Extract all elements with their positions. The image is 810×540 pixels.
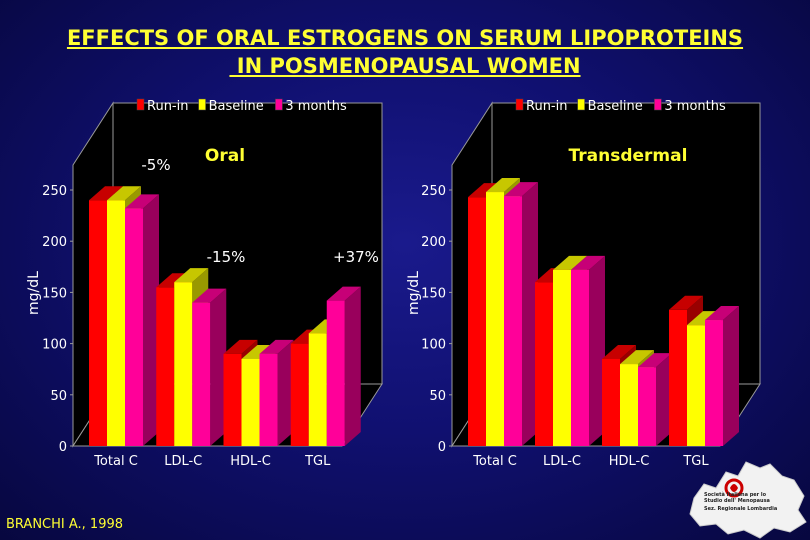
bar <box>504 196 522 446</box>
bar-top <box>571 255 605 270</box>
bar-top <box>486 178 520 193</box>
bar-top <box>192 288 227 303</box>
annotation-label: +37% <box>333 248 379 266</box>
bar <box>705 320 723 446</box>
legend-label: 3 months <box>285 99 347 114</box>
bar <box>687 325 705 446</box>
bar-side <box>277 339 294 446</box>
legend-swatch <box>275 98 283 111</box>
logo-line-3: Sez. Regionale Lombardia <box>704 506 778 512</box>
x-tick-label: LDL-C <box>543 454 581 469</box>
legend-swatch <box>136 98 145 111</box>
y-tick-label: 200 <box>421 235 446 250</box>
bar-top <box>553 255 587 270</box>
bar-side <box>344 286 361 446</box>
bar <box>192 302 211 446</box>
y-axis-label: mg/dL <box>26 271 42 315</box>
bar <box>486 192 504 446</box>
bar <box>638 367 656 446</box>
bar <box>553 269 571 446</box>
bar <box>535 282 553 446</box>
bar <box>468 197 486 446</box>
y-axis-label: mg/dL <box>406 271 422 315</box>
bar-top <box>638 353 672 368</box>
legend-label: Run-in <box>526 99 567 114</box>
panel-title: Transdermal <box>569 146 688 166</box>
bar <box>308 333 327 446</box>
x-tick-label: Total C <box>93 454 138 469</box>
bar-top <box>125 194 159 209</box>
x-tick-label: HDL-C <box>609 454 650 469</box>
y-tick-label: 50 <box>429 389 446 404</box>
bar <box>89 200 107 446</box>
bar-top <box>326 286 361 301</box>
chart-panel-0: 0 50 100 150 200 250 mg/dL Oral Run-in Baseline 3 … <box>26 98 383 469</box>
y-tick-label: 100 <box>421 338 446 353</box>
bar-top <box>89 186 123 201</box>
lombardia-logo-icon <box>689 461 807 539</box>
bar-side <box>143 194 159 446</box>
bar-top <box>620 350 654 365</box>
y-tick-label: 50 <box>50 389 67 404</box>
y-tick-label: 150 <box>42 286 67 301</box>
y-tick-label: 200 <box>42 235 67 250</box>
legend-label: Run-in <box>147 99 188 114</box>
y-tick-label: 0 <box>438 440 446 455</box>
bar <box>259 353 278 446</box>
bar <box>241 358 260 446</box>
annotation-label: -15% <box>207 248 246 266</box>
x-tick-label: TGL <box>304 454 331 469</box>
bar-side <box>723 306 739 446</box>
bar-top <box>669 295 703 310</box>
y-tick-label: 0 <box>59 440 67 455</box>
bar <box>156 287 175 446</box>
x-tick-label: HDL-C <box>230 454 271 469</box>
bar <box>620 364 638 446</box>
logo-line-2: Studio dell' Menopausa <box>704 498 770 504</box>
x-tick-label: TGL <box>682 454 709 469</box>
bar <box>223 353 242 446</box>
bar-top <box>223 339 258 354</box>
bar <box>107 200 125 446</box>
bar <box>174 282 193 446</box>
legend-swatch <box>515 98 524 111</box>
legend-swatch <box>198 98 206 111</box>
bar <box>290 343 309 446</box>
bar-top <box>602 344 636 359</box>
logo-line-1: Società Italiana per lo <box>704 492 767 498</box>
bar <box>125 208 143 446</box>
logo-caption: Società Italiana per lo Studio dell' Men… <box>704 492 804 512</box>
annotation-label: -5% <box>141 156 170 174</box>
bar-top <box>107 186 141 201</box>
legend-label: Baseline <box>588 99 643 114</box>
y-tick-label: 250 <box>42 184 67 199</box>
author-credit: BRANCHI A., 1998 <box>6 517 124 532</box>
panel-title: Oral <box>205 146 245 166</box>
bar-top <box>259 339 294 354</box>
x-tick-label: LDL-C <box>164 454 202 469</box>
legend-swatch <box>654 98 662 111</box>
bar-side <box>589 255 605 446</box>
bar-top <box>705 306 739 321</box>
bar-side <box>522 182 538 447</box>
legend-label: 3 months <box>664 99 726 114</box>
bar <box>326 300 345 446</box>
legend-swatch <box>577 98 585 111</box>
bar <box>571 269 589 446</box>
bar-side <box>656 353 672 446</box>
bar <box>669 309 687 446</box>
legend-label: Baseline <box>209 99 264 114</box>
slide-title-line1: EFFECTS OF ORAL ESTROGENS ON SERUM LIPOP… <box>66 26 744 50</box>
y-tick-label: 100 <box>42 338 67 353</box>
bar-top <box>504 182 538 197</box>
bar-side <box>210 288 227 446</box>
chart-panel-1: 0 50 100 150 200 250 mg/dL Transdermal Run-in Bas… <box>406 98 761 469</box>
bar-top <box>174 268 209 283</box>
bar <box>602 358 620 446</box>
y-tick-label: 250 <box>421 184 446 199</box>
x-tick-label: Total C <box>472 454 517 469</box>
y-tick-label: 150 <box>421 286 446 301</box>
slide-title-line2: IN POSMENOPAUSAL WOMEN <box>229 54 581 78</box>
